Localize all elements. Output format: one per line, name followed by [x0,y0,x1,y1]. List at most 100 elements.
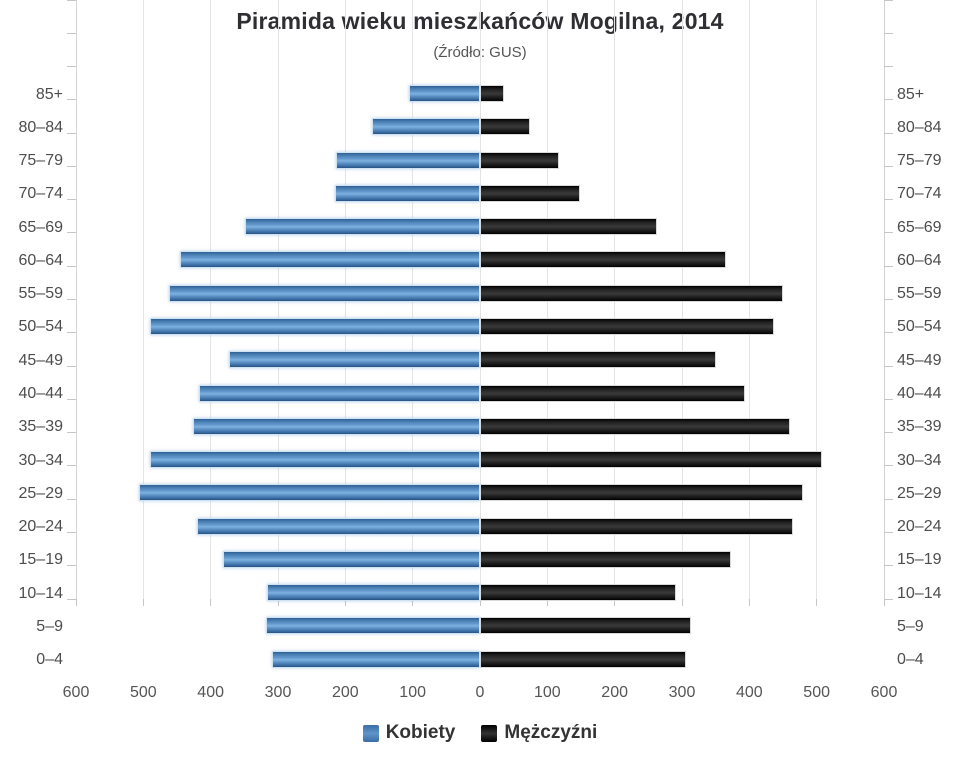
plot-cell [76,411,884,444]
legend-item-kobiety[interactable]: Kobiety [362,722,455,744]
x-axis-label-9: 300 [668,684,696,701]
plot-cell [76,477,884,510]
x-axis-tick [614,599,616,606]
bar-mezczyzni-10–14[interactable] [480,584,676,602]
legend-label-mezczyzni: Mężczyźni [504,722,598,743]
y-axis-label-right: 20–24 [897,518,942,536]
bar-mezczyzni-65–69[interactable] [480,218,658,236]
y-axis-label-left: 25–29 [18,484,64,502]
y-axis-label-left: 35–39 [18,418,64,436]
bar-mezczyzni-70–74[interactable] [480,184,581,202]
pyramid-row-50–54: 50–54 50–54 [0,311,960,344]
bar-kobiety-60–64[interactable] [180,251,480,269]
y-axis-label-left: 45–49 [18,351,64,369]
pyramid-row-30–34: 30–34 30–34 [0,444,960,477]
pyramid-row-80–84: 80–84 80–84 [0,111,960,144]
x-axis-tick [210,599,212,606]
legend: Kobiety Mężczyźni [0,722,960,744]
bar-kobiety-25–29[interactable] [139,484,480,502]
y-axis-label-left: 80–84 [18,118,64,136]
bar-mezczyzni-0–4[interactable] [480,650,687,668]
x-axis-tick [412,599,414,606]
bar-kobiety-85+[interactable] [408,85,480,103]
x-axis-tick [344,599,346,606]
pyramid-row-40–44: 40–44 40–44 [0,377,960,410]
bar-mezczyzni-85+[interactable] [480,85,505,103]
category-tick-right [884,99,893,101]
x-axis-label-7: 100 [533,684,561,701]
category-tick-left [67,265,76,267]
y-axis-label-right: 50–54 [897,318,942,336]
bar-mezczyzni-25–29[interactable] [480,484,803,502]
bar-mezczyzni-45–49[interactable] [480,351,716,369]
bar-kobiety-0–4[interactable] [271,650,480,668]
bar-kobiety-75–79[interactable] [335,151,480,169]
pyramid-row-45–49: 45–49 45–49 [0,344,960,377]
y-axis-label-left: 30–34 [18,451,64,469]
bar-kobiety-65–69[interactable] [245,218,480,236]
pyramid-row-85+: 85+ 85+ [0,78,960,111]
bar-kobiety-20–24[interactable] [196,517,480,535]
bar-mezczyzni-40–44[interactable] [480,384,746,402]
category-tick-left [67,232,76,234]
pyramid-row-35–39: 35–39 35–39 [0,411,960,444]
bar-mezczyzni-75–79[interactable] [480,151,560,169]
x-axis-label-3: 300 [264,684,292,701]
bar-kobiety-35–39[interactable] [192,417,480,435]
bar-kobiety-45–49[interactable] [228,351,480,369]
category-tick-left [67,0,76,1]
pyramid-row-75–79: 75–79 75–79 [0,145,960,178]
x-axis-label-8: 200 [601,684,629,701]
category-tick-right [884,32,893,34]
pyramid-row-10–14: 10–14 10–14 [0,577,960,610]
x-axis-label-6: 0 [475,684,485,701]
bar-kobiety-10–14[interactable] [267,584,480,602]
y-axis-label-right: 55–59 [897,285,942,303]
y-axis-label-left: 75–79 [18,152,64,170]
category-tick-right [884,332,893,334]
y-axis-label-left: 55–59 [18,285,64,303]
y-axis-label-right: 45–49 [897,351,942,369]
category-tick-right [884,199,893,201]
bar-kobiety-50–54[interactable] [150,317,480,335]
bar-mezczyzni-30–34[interactable] [480,451,823,469]
pyramid-row-70–74: 70–74 70–74 [0,178,960,211]
bar-kobiety-40–44[interactable] [199,384,480,402]
y-axis-label-right: 10–14 [897,584,942,602]
bar-mezczyzni-15–19[interactable] [480,550,732,568]
category-tick-right [884,465,893,467]
plot-cell [76,145,884,178]
x-axis-label-10: 400 [735,684,763,701]
pyramid-row-60–64: 60–64 60–64 [0,244,960,277]
x-axis-tick [681,599,683,606]
bar-mezczyzni-55–59[interactable] [480,284,783,302]
plot-cell [76,344,884,377]
bar-mezczyzni-5–9[interactable] [480,617,691,635]
bar-mezczyzni-50–54[interactable] [480,317,775,335]
y-axis-label-right: 25–29 [897,484,942,502]
bar-kobiety-30–34[interactable] [150,451,480,469]
bar-kobiety-5–9[interactable] [265,617,480,635]
category-tick-left [67,66,76,68]
x-axis-tick [75,599,77,606]
x-axis-label-5: 100 [399,684,427,701]
y-axis-label-left: 65–69 [18,218,64,236]
bar-kobiety-55–59[interactable] [168,284,480,302]
bar-mezczyzni-35–39[interactable] [480,417,791,435]
x-axis-tick [816,599,818,606]
bar-mezczyzni-80–84[interactable] [480,118,530,136]
x-axis-label-4: 200 [331,684,359,701]
category-tick-right [884,132,893,134]
legend-swatch-mezczyzni [481,724,498,742]
bar-kobiety-70–74[interactable] [335,184,480,202]
bar-mezczyzni-20–24[interactable] [480,517,794,535]
legend-item-mezczyzni[interactable]: Mężczyźni [481,722,597,744]
bar-kobiety-15–19[interactable] [222,550,480,568]
category-tick-right [884,66,893,68]
bar-mezczyzni-60–64[interactable] [480,251,726,269]
legend-swatch-kobiety [362,724,379,742]
plot-area: 85+ 85+ 80–84 80–84 75–79 75–79 70–74 70–74 65–6… [0,78,960,677]
bar-kobiety-80–84[interactable] [372,118,480,136]
x-axis-tick [479,599,481,606]
y-axis-label-right: 15–19 [897,551,942,569]
